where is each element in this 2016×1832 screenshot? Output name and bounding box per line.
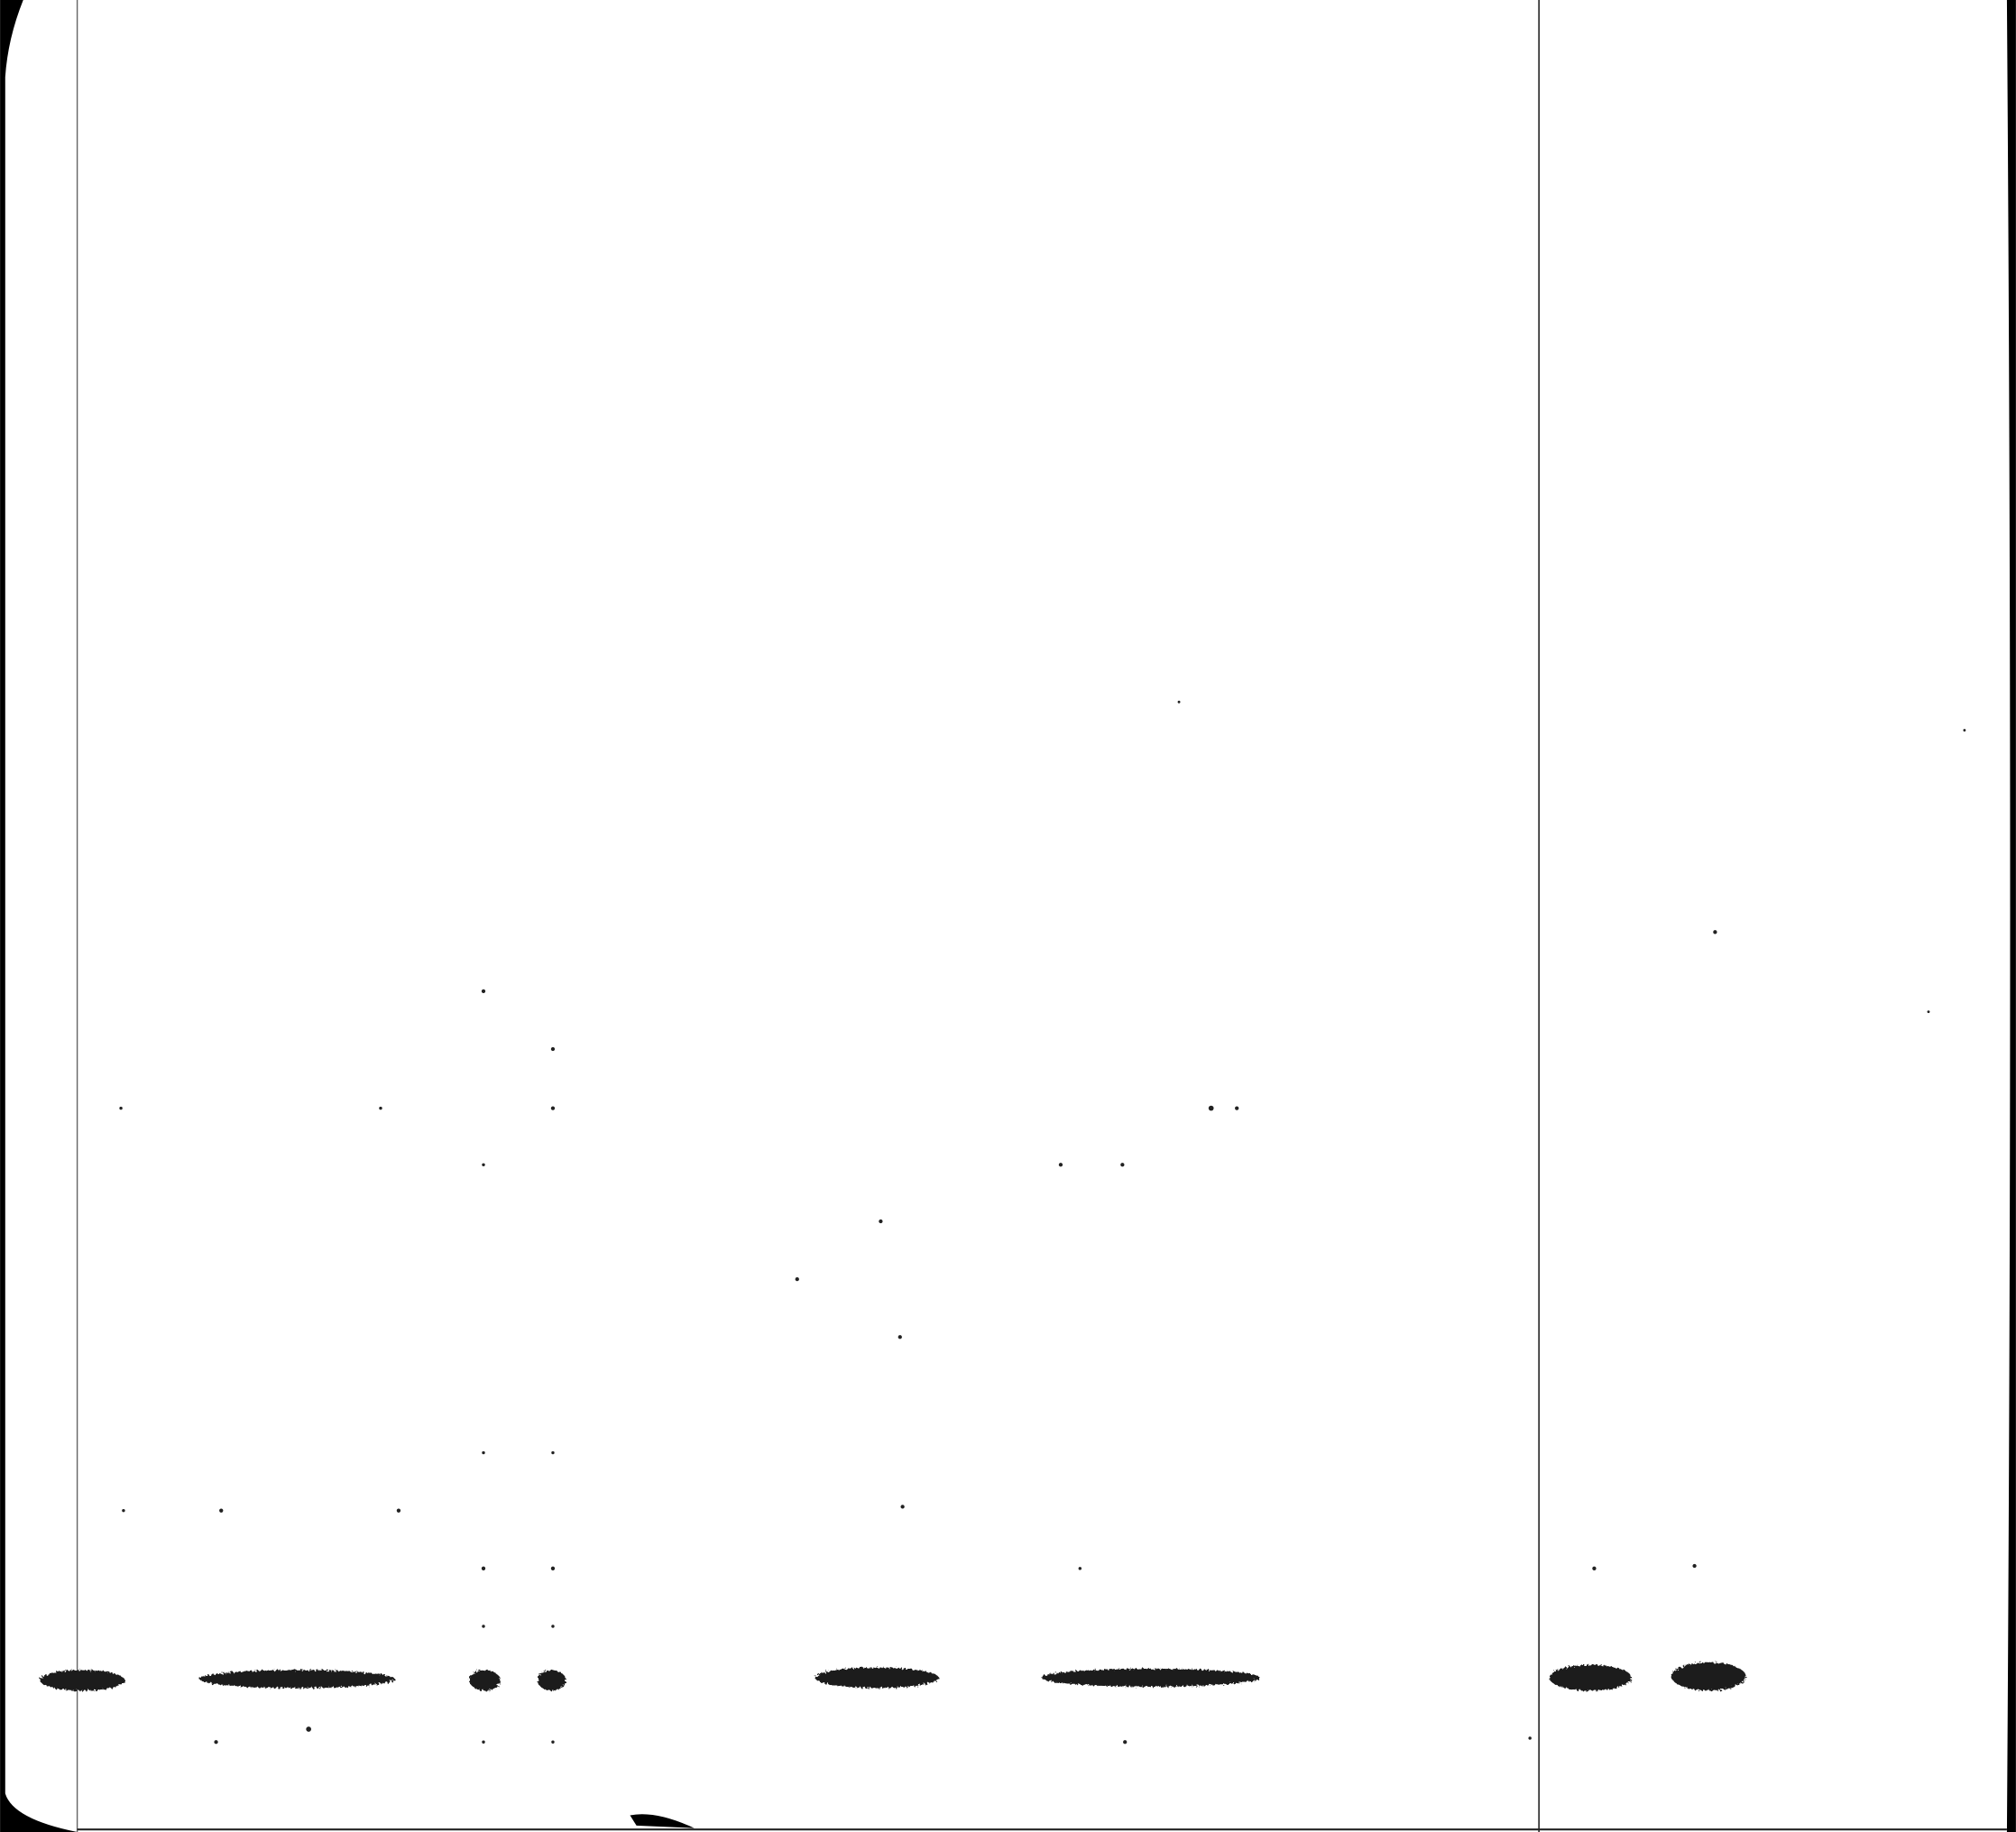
band bbox=[469, 1670, 501, 1691]
band bbox=[537, 1670, 566, 1691]
band bbox=[1671, 1662, 1746, 1691]
speckles bbox=[119, 700, 1966, 1745]
scan-artifact bbox=[630, 1814, 695, 1828]
right-edge bbox=[2006, 0, 2016, 1832]
band bbox=[1549, 1664, 1632, 1691]
band bbox=[40, 1670, 125, 1691]
band bbox=[815, 1667, 939, 1689]
band bbox=[1041, 1668, 1260, 1687]
band bbox=[199, 1670, 395, 1689]
bands bbox=[40, 1662, 1746, 1691]
